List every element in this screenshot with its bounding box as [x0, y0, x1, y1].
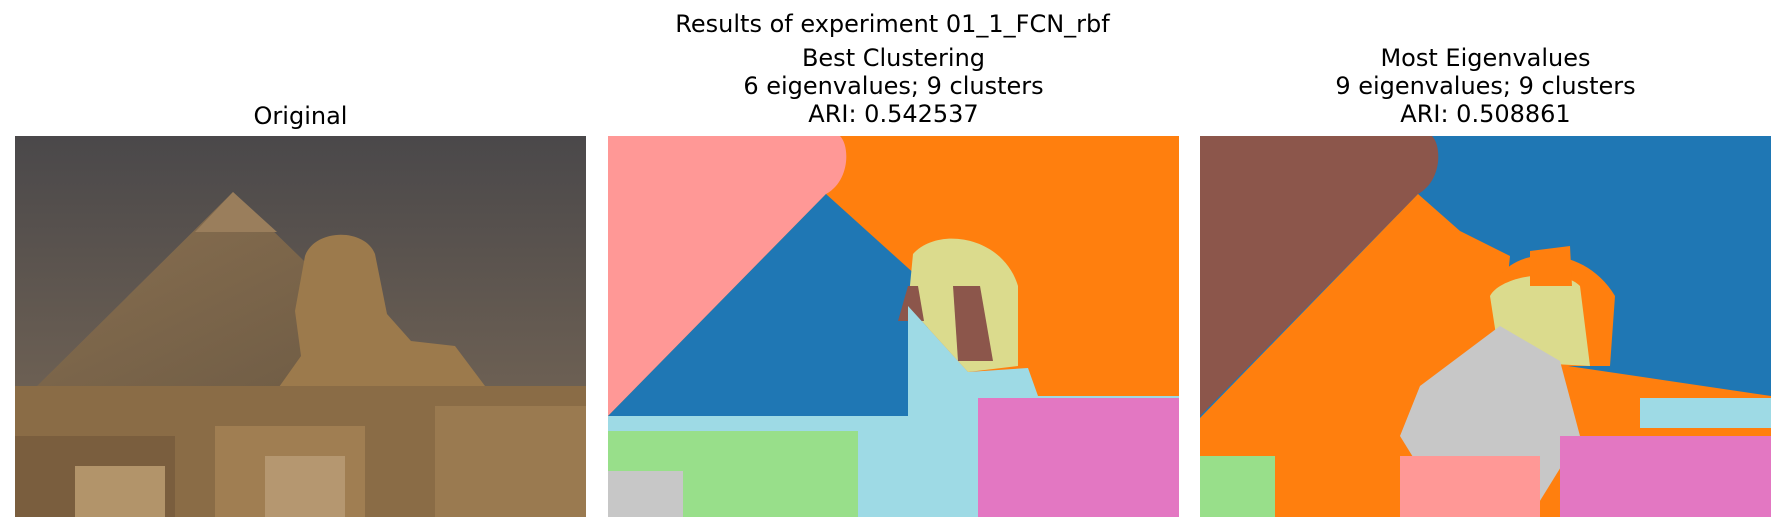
best-clustering-image: [608, 136, 1179, 517]
panel-subtitle-eigenvalues: 9 eigenvalues; 9 clusters: [1335, 72, 1636, 100]
cluster-magenta: [1560, 436, 1771, 517]
panel-title-most-eigenvalues: Most Eigenvalues 9 eigenvalues; 9 cluste…: [1200, 44, 1771, 128]
cluster-pink: [1400, 456, 1540, 517]
most-eigenvalues-image: [1200, 136, 1771, 517]
cluster-gray: [608, 471, 683, 517]
cluster-brown: [1200, 136, 1439, 416]
cluster-pink: [608, 136, 847, 416]
cluster-green: [1200, 456, 1275, 517]
panel-subtitle-ari: ARI: 0.542537: [808, 100, 979, 128]
panel-title-line: Original: [253, 102, 348, 130]
cluster-magenta: [978, 398, 1179, 517]
panel-subtitle-ari: ARI: 0.508861: [1400, 100, 1571, 128]
cluster-lightblue: [1640, 398, 1771, 428]
cluster-brown: [953, 286, 993, 361]
panel-subtitle-eigenvalues: 6 eigenvalues; 9 clusters: [743, 72, 1044, 100]
panel-title-original: Original: [15, 102, 586, 130]
panel-title-line: Most Eigenvalues: [1380, 44, 1591, 72]
panel-title-line: Best Clustering: [801, 44, 986, 72]
cluster-blue: [608, 194, 928, 418]
figure-title: Results of experiment 01_1_FCN_rbf: [675, 10, 1110, 38]
original-image: [15, 136, 586, 517]
panel-title-best-clustering: Best Clustering 6 eigenvalues; 9 cluster…: [608, 44, 1179, 128]
